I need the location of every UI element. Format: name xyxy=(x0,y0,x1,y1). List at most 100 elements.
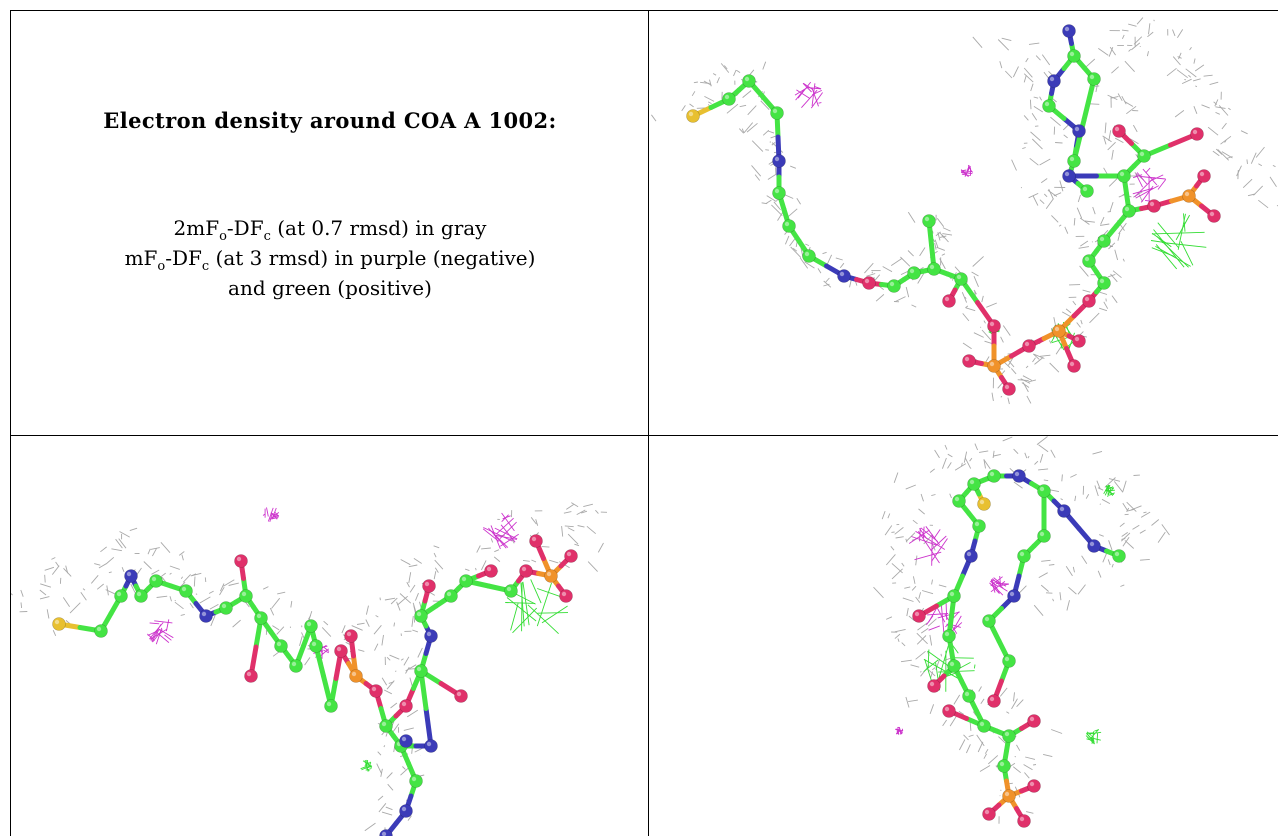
atom-highlight xyxy=(326,701,332,707)
carbon-atom xyxy=(504,584,518,598)
caption-text: 2mFo-DFc (at 0.7 rmsd) in gray mFo-DFc (… xyxy=(11,213,648,303)
atom-highlight xyxy=(929,681,935,687)
atom-highlight xyxy=(411,776,417,782)
carbon-atom xyxy=(219,601,233,615)
carbon-atom xyxy=(94,624,108,638)
atom-highlight xyxy=(944,706,950,712)
atom-highlight xyxy=(944,631,950,637)
atom-highlight xyxy=(929,264,935,270)
carbon-atom xyxy=(907,266,921,280)
density-mesh-gray xyxy=(364,615,425,836)
atom-highlight xyxy=(1004,731,1010,737)
phosphorus-atom xyxy=(1052,324,1066,338)
carbon-atom xyxy=(444,589,458,603)
atom-highlight xyxy=(311,641,317,647)
atom-highlight xyxy=(1024,341,1030,347)
negative-density xyxy=(146,619,174,645)
caption-line-2: mFo-DFc (at 3 rmsd) in purple (negative) xyxy=(124,246,536,274)
atom-highlight xyxy=(1044,101,1050,107)
atom-highlight xyxy=(1114,126,1120,132)
carbon-atom xyxy=(254,611,268,625)
atom-highlight xyxy=(1019,551,1025,557)
oxygen-atom xyxy=(1190,127,1204,141)
atom-highlight xyxy=(1114,551,1120,557)
atom-highlight xyxy=(381,831,387,836)
atom-highlight xyxy=(336,646,342,652)
atom-highlight xyxy=(969,479,975,485)
atom-highlight xyxy=(964,691,970,697)
carbon-atom xyxy=(414,609,428,623)
atom-highlight xyxy=(1089,541,1095,547)
positive-density xyxy=(1085,729,1102,745)
atom-highlight xyxy=(1039,486,1045,492)
atom-highlight xyxy=(566,551,572,557)
carbon-atom xyxy=(947,589,961,603)
atom-highlight xyxy=(1069,156,1075,162)
atom-highlight xyxy=(1049,76,1055,82)
atom-highlight xyxy=(456,691,462,697)
nitrogen-atom xyxy=(399,734,413,748)
atom-highlight xyxy=(416,611,422,617)
atom-highlight xyxy=(1084,296,1090,302)
atom-highlight xyxy=(1074,126,1080,132)
atom-highlight xyxy=(276,641,282,647)
nitrogen-atom xyxy=(199,609,213,623)
negative-density xyxy=(960,164,974,178)
atom-highlight xyxy=(774,188,780,194)
nitrogen-atom xyxy=(424,739,438,753)
nitrogen-atom xyxy=(1057,504,1071,518)
atom-highlight xyxy=(256,613,262,619)
sulfur-atom xyxy=(686,109,700,123)
atom-highlight xyxy=(246,671,252,677)
atom-highlight xyxy=(351,671,357,677)
nitrogen-atom xyxy=(379,829,393,836)
atom-highlight xyxy=(1069,51,1075,57)
view-top-right xyxy=(649,11,1278,435)
carbon-atom xyxy=(1097,234,1111,248)
atom-highlight xyxy=(221,603,227,609)
table-border-center xyxy=(648,10,649,836)
carbon-atom xyxy=(772,186,786,200)
oxygen-atom xyxy=(1067,359,1081,373)
oxygen-atom xyxy=(942,294,956,308)
oxygen-atom xyxy=(399,699,413,713)
atom-highlight xyxy=(446,591,452,597)
atom-highlight xyxy=(966,551,972,557)
oxygen-atom xyxy=(344,629,358,643)
carbon-atom xyxy=(1037,529,1051,543)
carbon-atom xyxy=(952,494,966,508)
caption-title: Electron density around COA A 1002: xyxy=(103,108,557,133)
density-mesh-gray xyxy=(972,36,1116,250)
atom-highlight xyxy=(401,701,407,707)
atom-highlight xyxy=(924,216,930,222)
oxygen-atom xyxy=(862,276,876,290)
atom-highlight xyxy=(772,108,778,114)
positive-density xyxy=(505,579,569,635)
oxygen-atom xyxy=(982,807,996,821)
atom-highlight xyxy=(1124,206,1130,212)
atom-highlight xyxy=(1074,336,1080,342)
carbon-atom xyxy=(114,589,128,603)
carbon-atom xyxy=(942,629,956,643)
atom-highlight xyxy=(201,611,207,617)
figure-table: Electron density around COA A 1002: 2mFo… xyxy=(10,10,1278,836)
atom-highlight xyxy=(989,696,995,702)
negative-density xyxy=(482,512,519,550)
carbon-atom xyxy=(982,614,996,628)
atom-highlight xyxy=(424,581,430,587)
carbon-atom xyxy=(1087,72,1101,86)
carbon-atom xyxy=(987,469,1001,483)
atom-highlight xyxy=(724,94,730,100)
carbon-atom xyxy=(972,519,986,533)
nitrogen-atom xyxy=(1087,539,1101,553)
atom-highlight xyxy=(1084,256,1090,262)
oxygen-atom xyxy=(564,549,578,563)
atom-highlight xyxy=(236,556,242,562)
atom-highlight xyxy=(96,626,102,632)
atom-highlight xyxy=(1064,26,1070,32)
carbon-atom xyxy=(179,584,193,598)
atom-highlight xyxy=(989,471,995,477)
oxygen-atom xyxy=(1022,339,1036,353)
carbon-atom xyxy=(459,574,473,588)
phosphorus-atom xyxy=(1002,789,1016,803)
